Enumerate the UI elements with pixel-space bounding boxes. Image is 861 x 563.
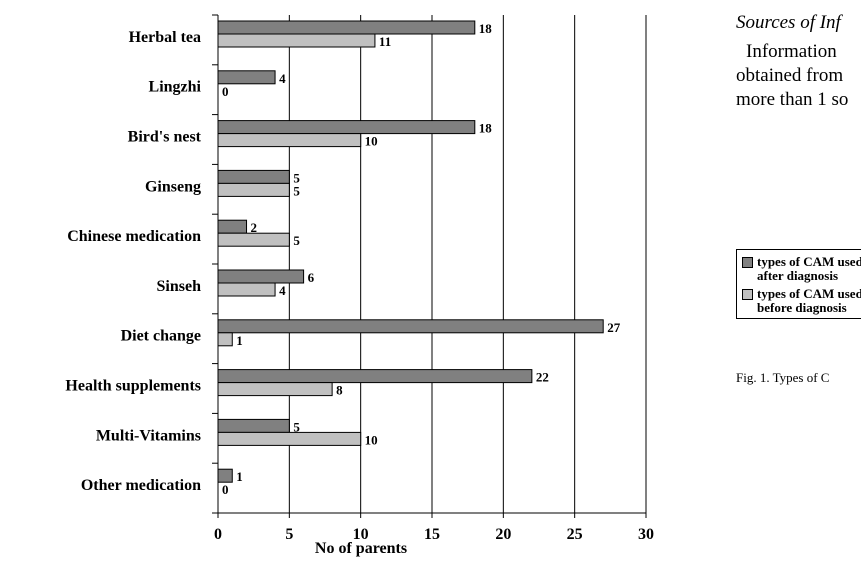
- body-line: obtained from: [736, 65, 844, 86]
- x-tick-label: 5: [285, 526, 293, 543]
- category-label: Bird's nest: [128, 129, 202, 146]
- data-label: 4: [279, 283, 286, 298]
- section-heading: Sources of Inf: [736, 12, 841, 33]
- bar-after-diagnosis: [217, 319, 604, 334]
- data-label: 5: [293, 183, 300, 198]
- legend-swatch-before: [742, 289, 753, 300]
- bar-after-diagnosis: [217, 468, 233, 483]
- bar-after-diagnosis: [217, 70, 276, 85]
- data-label: 5: [293, 419, 300, 434]
- chart-legend: types of CAM used after diagnosis types …: [736, 249, 861, 319]
- bar-after-diagnosis: [217, 120, 476, 135]
- category-label: Chinese medication: [67, 228, 201, 245]
- legend-swatch-after: [742, 257, 753, 268]
- data-label: 1: [236, 333, 243, 348]
- legend-label-before: types of CAM used before diagnosis: [757, 286, 861, 315]
- bar-before-diagnosis: [217, 33, 376, 48]
- category-label: Multi-Vitamins: [96, 427, 201, 444]
- category-label: Herbal tea: [129, 29, 201, 46]
- bar-after-diagnosis: [217, 269, 305, 284]
- category-label: Other medication: [81, 477, 201, 494]
- x-tick-label: 10: [353, 526, 369, 543]
- data-label: 4: [279, 71, 286, 86]
- x-tick-label: 30: [638, 526, 654, 543]
- legend-item-before: types of CAM used before diagnosis: [742, 287, 861, 315]
- figure-caption: Fig. 1. Types of C: [736, 370, 830, 385]
- data-label: 0: [222, 84, 229, 99]
- body-line: more than 1 so: [736, 89, 849, 110]
- data-label: 27: [607, 320, 621, 335]
- bar-after-diagnosis: [217, 20, 476, 35]
- bars: [217, 20, 604, 483]
- data-label: 10: [365, 432, 378, 447]
- bar-before-diagnosis: [217, 382, 333, 397]
- data-label: 2: [251, 220, 257, 235]
- x-tick-label: 15: [424, 526, 440, 543]
- bar-after-diagnosis: [217, 219, 248, 234]
- data-label: 6: [308, 270, 315, 285]
- bar-before-diagnosis: [217, 332, 233, 347]
- data-label: 18: [479, 121, 493, 136]
- category-label: Sinseh: [157, 278, 202, 295]
- data-label: 22: [536, 370, 549, 385]
- data-label: 5: [293, 170, 300, 185]
- data-label: 8: [336, 383, 343, 398]
- data-label: 0: [222, 482, 229, 497]
- data-label: 5: [293, 233, 300, 248]
- x-axis-title: No of parents: [315, 540, 407, 557]
- category-label: Lingzhi: [149, 79, 202, 96]
- body-line: Information: [746, 41, 837, 62]
- category-label: Ginseng: [145, 178, 201, 195]
- category-label: Health supplements: [65, 378, 201, 395]
- category-label: Diet change: [121, 328, 201, 345]
- x-tick-label: 25: [567, 526, 583, 543]
- x-tick-label: 0: [214, 526, 222, 543]
- bar-after-diagnosis: [217, 169, 290, 184]
- legend-item-after: types of CAM used after diagnosis: [742, 255, 861, 283]
- x-tick-label: 20: [495, 526, 511, 543]
- bar-before-diagnosis: [217, 431, 362, 446]
- bar-after-diagnosis: [217, 418, 290, 433]
- data-label: 18: [479, 21, 493, 36]
- data-label: 11: [379, 34, 391, 49]
- data-label: 1: [236, 469, 243, 484]
- body-text: Information obtained from more than 1 so: [736, 40, 861, 112]
- axes: [212, 14, 647, 518]
- bar-after-diagnosis: [217, 369, 533, 384]
- bar-before-diagnosis: [217, 133, 362, 148]
- bar-before-diagnosis: [217, 282, 276, 297]
- data-label: 10: [365, 134, 378, 149]
- legend-label-after: types of CAM used after diagnosis: [757, 254, 861, 283]
- bar-before-diagnosis: [217, 182, 290, 197]
